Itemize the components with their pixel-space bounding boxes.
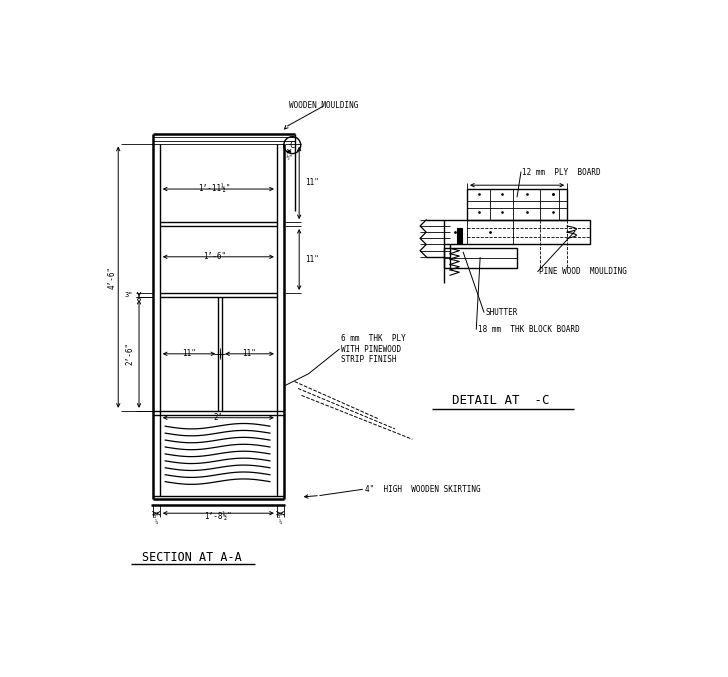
Text: 4"  HIGH  WOODEN SKIRTING: 4" HIGH WOODEN SKIRTING bbox=[365, 485, 480, 494]
Bar bbox=[444, 248, 517, 267]
Text: 11": 11" bbox=[305, 255, 319, 264]
Text: 1’-8½": 1’-8½" bbox=[205, 512, 232, 521]
Text: ½": ½" bbox=[285, 156, 293, 160]
Bar bbox=[457, 227, 462, 243]
Text: 11": 11" bbox=[182, 349, 196, 358]
Text: C: C bbox=[290, 141, 295, 150]
Text: 1’-11½": 1’-11½" bbox=[198, 185, 231, 194]
Text: 11": 11" bbox=[305, 178, 319, 188]
Text: 3”
¼: 3” ¼ bbox=[277, 514, 284, 525]
Text: 2’-6": 2’-6" bbox=[125, 343, 134, 366]
Bar bbox=[467, 189, 567, 220]
Bar bbox=[444, 220, 590, 244]
Text: 18 mm  THK BLOCK BOARD: 18 mm THK BLOCK BOARD bbox=[478, 325, 579, 334]
Text: 11": 11" bbox=[242, 349, 256, 358]
Text: PINE WOOD  MOULDING: PINE WOOD MOULDING bbox=[539, 267, 628, 276]
Text: SECTION AT A-A: SECTION AT A-A bbox=[141, 550, 241, 563]
Text: DETAIL AT  -C: DETAIL AT -C bbox=[452, 394, 550, 408]
Text: SHUTTER: SHUTTER bbox=[486, 308, 518, 317]
Text: 3": 3" bbox=[124, 292, 133, 297]
Text: 6 mm  THK  PLY
WITH PINEWOOD
STRIP FINISH: 6 mm THK PLY WITH PINEWOOD STRIP FINISH bbox=[341, 334, 405, 364]
Text: 2’: 2’ bbox=[214, 413, 223, 422]
Text: 12 mm  PLY  BOARD: 12 mm PLY BOARD bbox=[523, 168, 601, 177]
Text: WOODEN MOULDING: WOODEN MOULDING bbox=[289, 102, 358, 110]
Text: 1’-6": 1’-6" bbox=[203, 253, 226, 261]
Text: 4’-6": 4’-6" bbox=[108, 265, 116, 289]
Text: 3”
¼: 3” ¼ bbox=[153, 514, 159, 525]
